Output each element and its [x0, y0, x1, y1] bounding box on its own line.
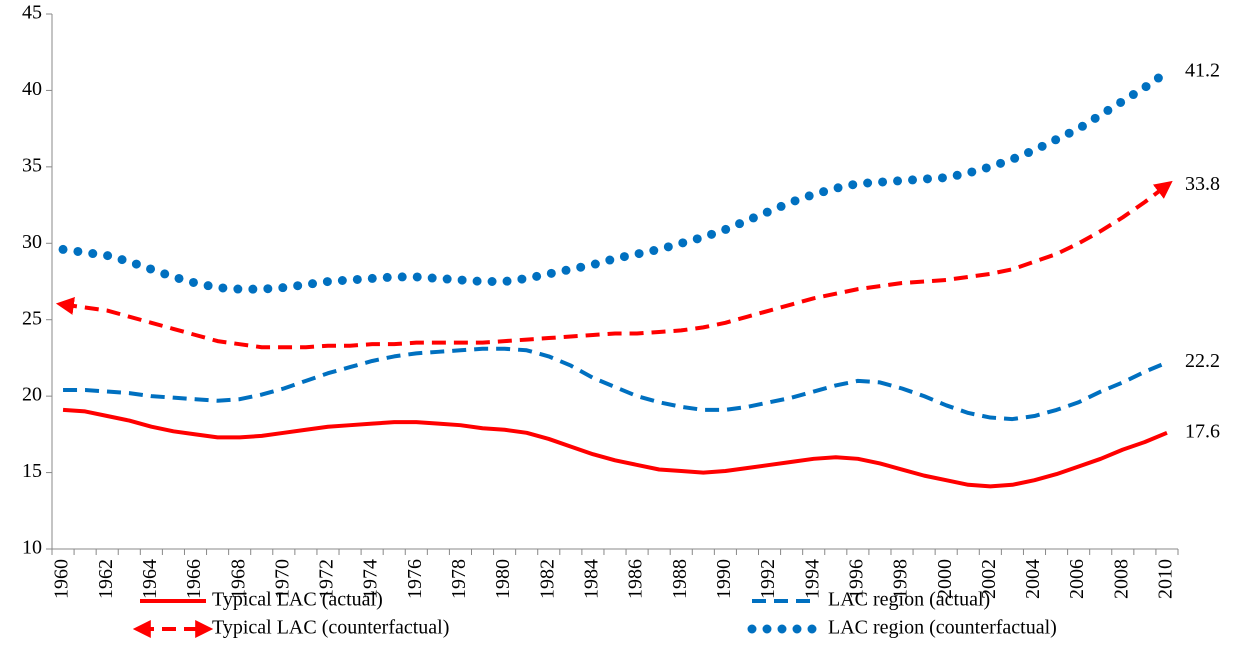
x-tick-label: 1984 — [581, 559, 603, 599]
y-tick-label: 15 — [22, 460, 42, 482]
y-tick-label: 40 — [22, 78, 42, 100]
end-value-label: 22.2 — [1185, 350, 1220, 372]
y-tick-label: 45 — [22, 2, 42, 24]
y-tick-label: 10 — [22, 537, 42, 559]
x-tick-label: 2002 — [978, 559, 1000, 599]
legend-label: LAC region (actual) — [828, 589, 990, 611]
x-tick-label: 2000 — [934, 559, 956, 599]
x-tick-label: 2008 — [1110, 559, 1132, 599]
x-tick-label: 1978 — [448, 559, 470, 599]
x-tick-label: 1970 — [271, 559, 293, 599]
series-line — [62, 407, 1168, 489]
x-tick-label: 1994 — [801, 559, 823, 599]
x-tick-label: 1976 — [404, 559, 426, 599]
x-tick-label: 1990 — [713, 559, 735, 599]
x-tick-label: 1980 — [492, 559, 514, 599]
x-tick-label: 1986 — [625, 559, 647, 599]
legend-label: Typical LAC (actual) — [212, 589, 383, 611]
y-tick-label: 35 — [22, 154, 42, 176]
x-tick-label: 1982 — [536, 559, 558, 599]
x-tick-label: 2006 — [1066, 559, 1088, 599]
x-tick-label: 1966 — [183, 559, 205, 599]
end-value-label: 41.2 — [1185, 60, 1220, 82]
x-tick-label: 2010 — [1155, 559, 1177, 599]
y-tick-label: 25 — [22, 307, 42, 329]
x-tick-label: 1962 — [95, 559, 117, 599]
x-tick-label: 1992 — [757, 559, 779, 599]
x-tick-label: 1972 — [316, 559, 338, 599]
legend-label: Typical LAC (counterfactual) — [212, 617, 449, 639]
end-value-label: 17.6 — [1185, 420, 1220, 442]
x-tick-label: 2004 — [1022, 559, 1044, 599]
x-tick-label: 1988 — [669, 559, 691, 599]
y-tick-label: 30 — [22, 231, 42, 253]
x-tick-label: 1996 — [845, 559, 867, 599]
y-tick-label: 20 — [22, 384, 42, 406]
legend-label: LAC region (counterfactual) — [828, 617, 1057, 639]
x-tick-label: 1964 — [139, 559, 161, 599]
series-line — [55, 180, 1173, 350]
series-line — [58, 67, 1172, 294]
x-tick-label: 1998 — [890, 559, 912, 599]
x-tick-label: 1960 — [51, 559, 73, 599]
end-value-label: 33.8 — [1185, 173, 1220, 195]
x-tick-label: 1974 — [360, 559, 382, 599]
series-line — [63, 346, 1168, 422]
x-tick-label: 1968 — [227, 559, 249, 599]
